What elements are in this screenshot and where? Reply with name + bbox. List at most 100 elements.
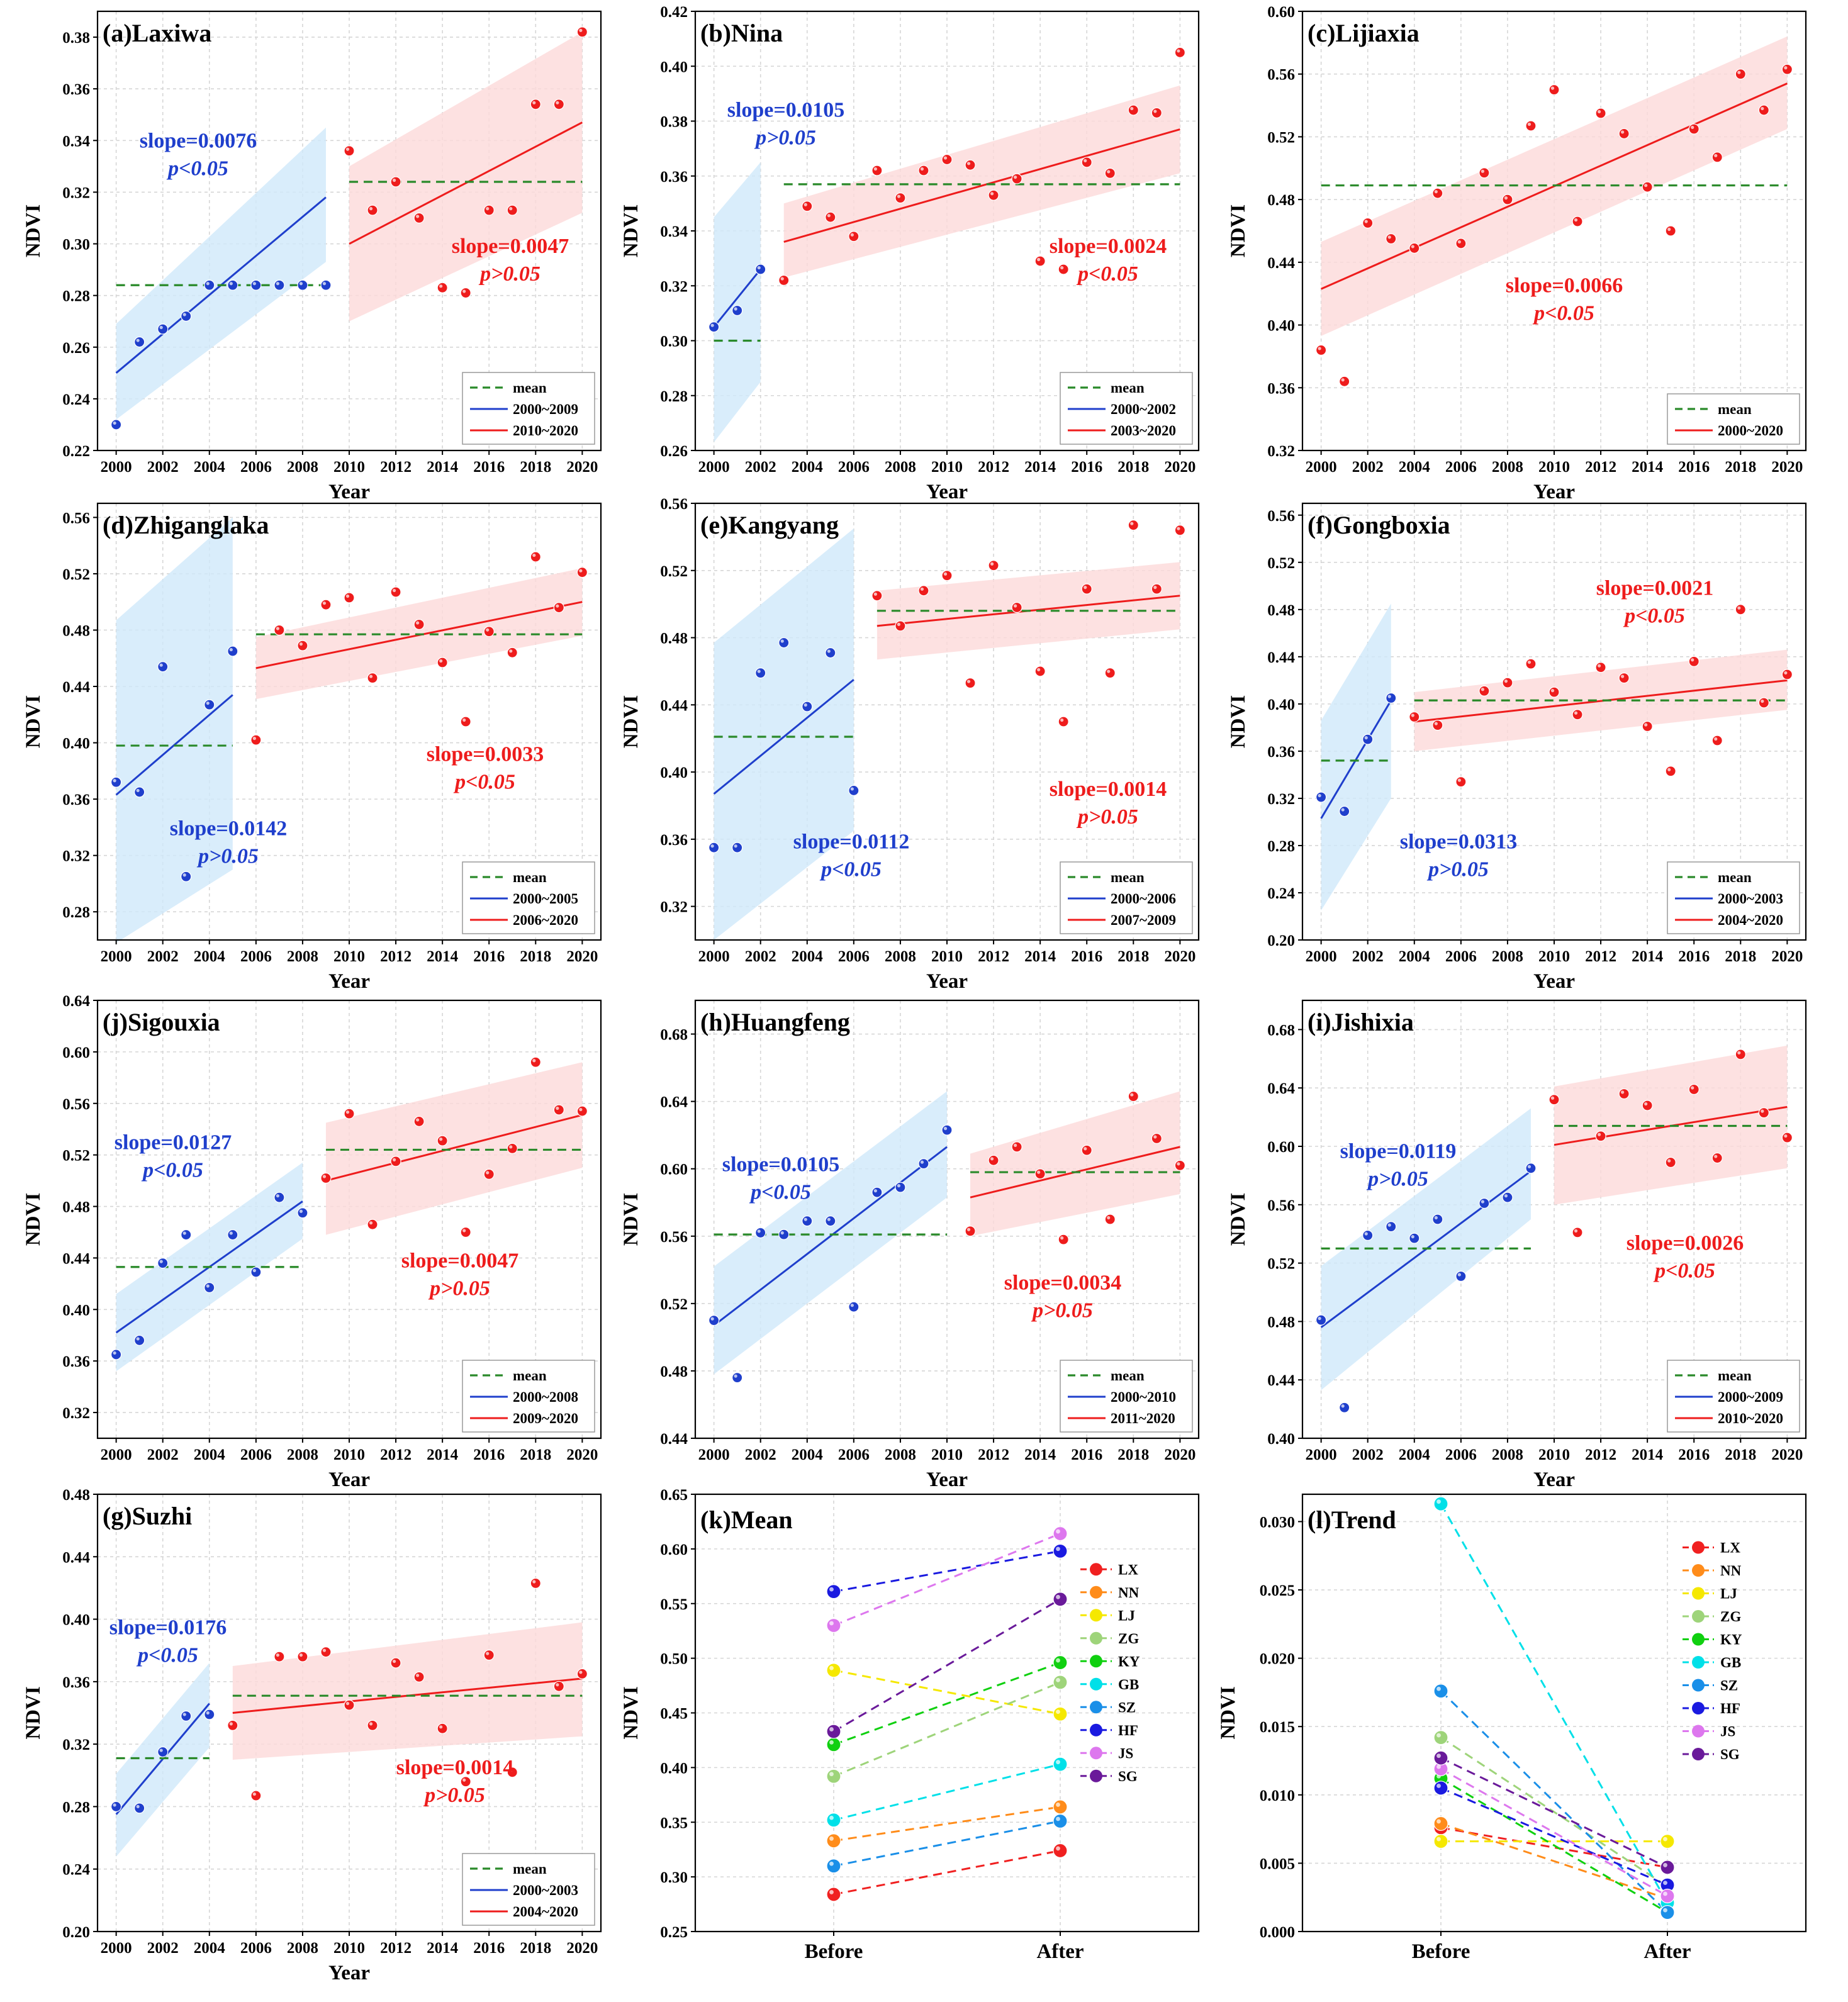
x-axis-label: Year — [328, 1468, 370, 1491]
data-point-before — [1525, 1163, 1537, 1174]
ci-band-before — [714, 1091, 947, 1375]
point-highlight — [182, 313, 186, 316]
y-tick-label: 0.60 — [1267, 4, 1295, 21]
data-point-before — [181, 1710, 192, 1722]
point-highlight — [1527, 122, 1532, 126]
point-highlight — [920, 1160, 924, 1164]
series-point-zg — [826, 1769, 841, 1784]
data-point-after — [460, 716, 471, 727]
x-axis-label: Year — [1533, 481, 1575, 503]
data-point-before — [204, 279, 215, 291]
point-highlight — [579, 1670, 583, 1674]
data-point-after — [553, 1104, 564, 1116]
point-highlight — [1667, 1159, 1671, 1163]
series-point-lj — [1660, 1834, 1675, 1849]
y-tick-label: 0.005 — [1260, 1855, 1295, 1872]
x-tick-label: 2012 — [1585, 948, 1616, 965]
y-tick-label: 0.20 — [62, 1924, 90, 1941]
y-tick-label: 0.22 — [62, 443, 90, 460]
series-point-js — [826, 1618, 841, 1633]
panel-title: (c)Lijiaxia — [1308, 19, 1420, 47]
data-point-after — [367, 204, 378, 216]
x-tick-label: 2004 — [194, 459, 226, 476]
y-tick-label: 0.36 — [1267, 380, 1295, 397]
legend-marker-js — [1692, 1725, 1705, 1738]
legend-marker-sz — [1692, 1679, 1705, 1692]
point-highlight — [252, 282, 256, 286]
series-line-zg — [1440, 1736, 1668, 1887]
x-tick-label: 2018 — [1117, 459, 1149, 476]
y-axis-label: NDVI — [620, 695, 642, 748]
point-highlight — [416, 1118, 420, 1122]
point-highlight — [1663, 1881, 1667, 1886]
point-highlight — [873, 592, 877, 596]
x-tick-label: 2012 — [380, 948, 412, 965]
y-tick-label: 0.68 — [1267, 1022, 1295, 1039]
x-tick-label: 2012 — [380, 459, 412, 476]
x-axis-label: Year — [328, 1962, 370, 1984]
point-highlight — [829, 1727, 834, 1731]
y-tick-label: 0.36 — [62, 791, 90, 808]
x-tick-label: 2010 — [931, 948, 963, 965]
y-axis-label: NDVI — [1227, 204, 1250, 257]
x-tick-label: 2010 — [333, 1940, 365, 1957]
legend-label-after: 2010~2020 — [1718, 1411, 1783, 1426]
point-highlight — [345, 147, 350, 151]
point-highlight — [1574, 1229, 1578, 1233]
x-tick-label: 2016 — [1678, 1446, 1710, 1463]
point-highlight — [1436, 1499, 1441, 1504]
data-point-after — [576, 26, 588, 38]
p-annotation: p<0.05 — [749, 1180, 811, 1204]
legend-mean-label: mean — [1111, 1368, 1145, 1384]
data-point-after — [1642, 720, 1653, 732]
point-highlight — [439, 1725, 443, 1729]
panel-d: 2000 2002 2004 2006 2008 2010 2012 2014 2016 2018… — [22, 502, 602, 993]
data-point-after — [1735, 604, 1746, 615]
point-highlight — [509, 1145, 513, 1149]
data-point-after — [1618, 128, 1630, 140]
y-axis-label: NDVI — [620, 204, 642, 257]
point-highlight — [757, 669, 761, 673]
legend-label-after: 2004~2020 — [1718, 912, 1783, 928]
legend-marker-sz — [1090, 1701, 1102, 1714]
ci-band-before — [714, 162, 761, 442]
data-point-after — [1432, 720, 1443, 731]
p-annotation: p<0.05 — [141, 1159, 203, 1182]
point-highlight — [1037, 668, 1041, 672]
point-highlight — [345, 594, 350, 598]
series-line-hf — [1440, 1787, 1668, 1886]
series-point-nn — [1433, 1816, 1448, 1831]
data-point-after — [1174, 47, 1185, 59]
data-point-after — [1362, 217, 1374, 229]
data-point-after — [1011, 173, 1022, 184]
y-tick-label: 0.56 — [1267, 1197, 1295, 1214]
x-tick-label: 2008 — [287, 459, 318, 476]
x-tick-label: 2004 — [792, 948, 824, 965]
x-tick-label: 2014 — [427, 459, 459, 476]
point-highlight — [252, 737, 256, 741]
x-axis-label: Year — [926, 481, 968, 503]
panel-h: 2000 2002 2004 2006 2008 2010 2012 2014 2016 2018… — [620, 999, 1200, 1491]
point-highlight — [780, 1231, 784, 1235]
point-highlight — [1056, 1529, 1060, 1534]
slope-annotation: slope=0.0076 — [140, 129, 257, 152]
x-tick-label: 2016 — [473, 1446, 505, 1463]
panel-title: (k)Mean — [700, 1506, 793, 1534]
legend-label-before: 2000~2010 — [1111, 1389, 1176, 1405]
point-highlight — [1153, 1135, 1157, 1139]
y-tick-label: 0.64 — [660, 1094, 688, 1111]
data-point-before — [227, 279, 238, 291]
point-highlight — [780, 639, 784, 643]
point-highlight — [1714, 1155, 1718, 1158]
data-point-after — [1572, 216, 1583, 227]
point-highlight — [1341, 1404, 1345, 1408]
y-axis-label: NDVI — [1227, 695, 1250, 748]
x-tick-label: 2012 — [978, 1446, 1009, 1463]
point-highlight — [1457, 240, 1461, 244]
legend-marker-lx — [1692, 1541, 1705, 1554]
x-tick-label: 2002 — [745, 459, 776, 476]
y-tick-label: 0.32 — [62, 1405, 90, 1422]
data-point-before — [157, 323, 169, 335]
y-tick-label: 0.40 — [62, 1302, 90, 1319]
series-line-nn — [833, 1806, 1061, 1842]
